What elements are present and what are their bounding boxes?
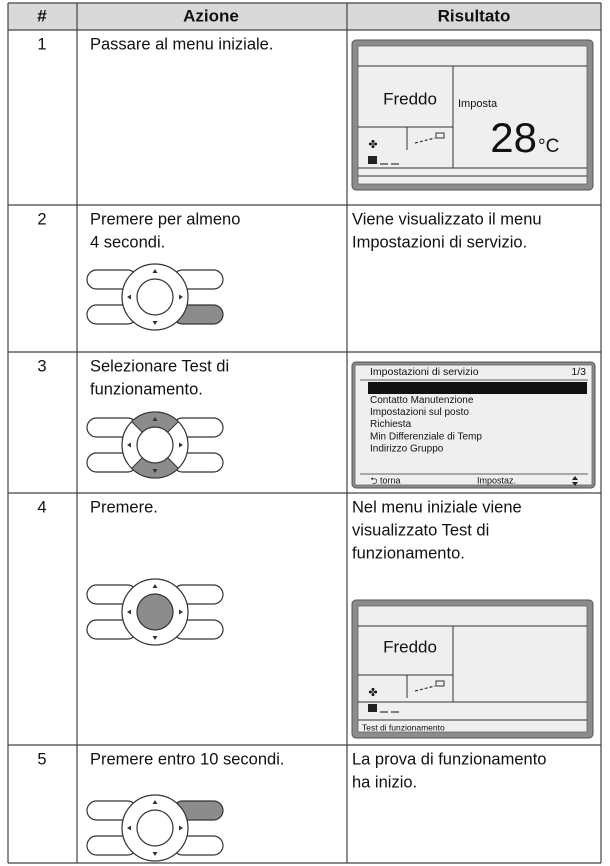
result-text: La prova di funzionamento — [352, 750, 546, 768]
pad-arrow — [152, 469, 158, 473]
pad-arrow — [179, 825, 183, 831]
result-text: Nel menu iniziale viene — [352, 498, 522, 516]
result-text: visualizzato Test di — [352, 521, 489, 539]
airflow-icon — [435, 132, 445, 139]
header-background — [8, 3, 601, 30]
pad-arrow — [152, 417, 158, 421]
action-text: Selezionare Test di — [90, 357, 229, 375]
pad-arrow — [152, 852, 158, 856]
speed-icon — [368, 156, 377, 164]
result-text: Viene visualizzato il menu — [352, 210, 542, 228]
pad-arrow — [127, 294, 131, 300]
column-header: Azione — [183, 6, 239, 25]
result-text: Impostazioni di servizio. — [352, 233, 527, 251]
control-pad — [86, 263, 224, 331]
menu-item: Richiesta — [370, 419, 412, 430]
pad-center — [136, 809, 174, 847]
menu-footer: Impostaz. — [477, 475, 516, 485]
fan-icon: ✤ — [368, 687, 377, 699]
pad-arrow — [152, 800, 158, 804]
screen-display — [357, 45, 588, 185]
setpoint-label: Imposta — [458, 98, 498, 110]
pad-center — [136, 593, 174, 631]
airflow-icon — [414, 137, 436, 144]
action-text: Premere entro 10 secondi. — [90, 750, 284, 768]
action-text: Passare al menu iniziale. — [90, 35, 273, 53]
airflow-icon — [435, 680, 445, 687]
column-header: Risultato — [438, 6, 511, 25]
scroll-icon — [572, 482, 578, 486]
menu-page: 1/3 — [571, 366, 586, 378]
pad-arrow — [127, 825, 131, 831]
temperature: 28 — [490, 114, 537, 161]
pad-center — [136, 278, 174, 316]
result-text: funzionamento. — [352, 544, 465, 562]
control-pad — [86, 794, 224, 862]
temperature-unit: °C — [538, 136, 559, 157]
control-pad — [86, 578, 224, 646]
row-number: 4 — [37, 498, 46, 516]
menu-item: Impostazioni sul posto — [370, 407, 469, 418]
pad-arrow — [152, 636, 158, 640]
menu-item: Contatto Manutenzione — [370, 395, 474, 406]
menu-item: Test di funzionamento — [370, 383, 468, 394]
pad-arrow — [127, 609, 131, 615]
screen-status: Test di funzionamento — [362, 722, 445, 732]
action-text: funzionamento. — [90, 380, 203, 398]
speed-icon — [368, 704, 377, 712]
scroll-icon — [572, 476, 578, 480]
row-number: 5 — [37, 750, 46, 768]
back-icon: ⮌ — [370, 475, 377, 485]
pad-arrow — [179, 609, 183, 615]
control-pad — [86, 411, 224, 479]
menu-item: Min Differenziale di Temp — [370, 431, 482, 442]
menu-footer: torna — [380, 475, 401, 485]
row-number: 2 — [37, 210, 46, 228]
pad-arrow — [152, 321, 158, 325]
action-text: Premere. — [90, 498, 158, 516]
screen-mode: Freddo — [383, 89, 437, 108]
fan-icon: ✤ — [368, 139, 377, 151]
menu-selection — [368, 382, 587, 394]
pad-arrow — [152, 584, 158, 588]
action-text: 4 secondi. — [90, 233, 165, 251]
action-text: Premere per almeno — [90, 210, 240, 228]
pad-arrow — [152, 269, 158, 273]
airflow-icon — [414, 685, 436, 692]
pad-arrow — [127, 442, 131, 448]
pad-center — [136, 426, 174, 464]
pad-arrow — [179, 442, 183, 448]
menu-title: Impostazioni di servizio — [370, 366, 479, 378]
column-header: # — [37, 6, 47, 25]
screen-mode: Freddo — [383, 637, 437, 656]
screen-display — [357, 605, 588, 733]
row-number: 3 — [37, 357, 46, 375]
result-text: ha inizio. — [352, 773, 417, 791]
menu-item: Indirizzo Gruppo — [370, 444, 444, 455]
pad-arrow — [179, 294, 183, 300]
row-number: 1 — [37, 35, 46, 53]
